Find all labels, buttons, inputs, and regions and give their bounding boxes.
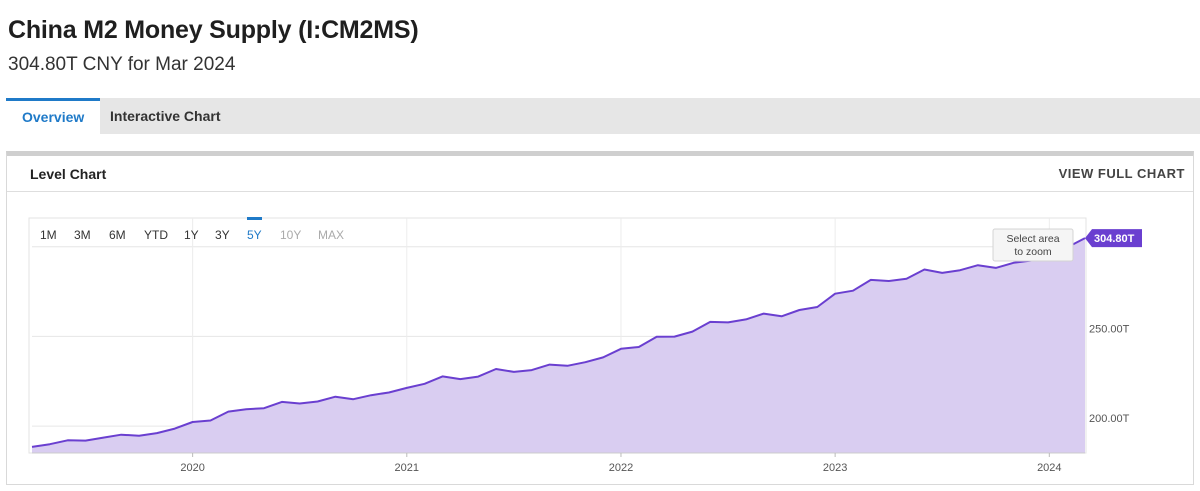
page-subtitle: 304.80T CNY for Mar 2024 xyxy=(8,54,236,75)
tab-bar: Overview Interactive Chart xyxy=(6,98,1200,134)
x-tick-label: 2022 xyxy=(609,462,633,474)
range-button-max: MAX xyxy=(318,228,344,242)
card-title: Level Chart xyxy=(30,166,107,182)
range-button-1m[interactable]: 1M xyxy=(40,228,57,242)
range-button-3m[interactable]: 3M xyxy=(74,228,91,242)
zoom-hint-line-1: Select area xyxy=(1006,233,1059,245)
range-button-ytd[interactable]: YTD xyxy=(144,228,168,242)
x-tick-label: 2023 xyxy=(823,462,847,474)
card-header: Level Chart VIEW FULL CHART xyxy=(7,156,1193,192)
last-value-badge xyxy=(1085,229,1142,248)
zoom-hint-box xyxy=(992,228,1074,262)
level-chart[interactable]: 2020 2021 2022 2023 2024 200.00T 250.00T 304.80… xyxy=(7,156,1193,484)
zoom-hint-line-2: to zoom xyxy=(1014,246,1052,258)
series-line xyxy=(31,237,1086,448)
range-button-3y[interactable]: 3Y xyxy=(215,228,230,242)
range-button-10y: 10Y xyxy=(280,228,301,242)
y-tick-label: 200.00T xyxy=(1089,413,1130,425)
tab-interactive-chart[interactable]: Interactive Chart xyxy=(110,108,221,124)
last-value-label: 304.80T xyxy=(1094,233,1135,245)
range-button-1y[interactable]: 1Y xyxy=(184,228,199,242)
range-button-5y[interactable]: 5Y xyxy=(247,228,262,242)
y-tick-label: 250.00T xyxy=(1089,323,1130,335)
x-tick-label: 2020 xyxy=(180,462,204,474)
series-area xyxy=(32,238,1085,453)
range-active-indicator xyxy=(247,217,262,220)
x-tick-label: 2021 xyxy=(395,462,419,474)
level-chart-card: Level Chart VIEW FULL CHART 2020 2021 2022… xyxy=(6,151,1194,485)
range-button-6m[interactable]: 6M xyxy=(109,228,126,242)
page-title: China M2 Money Supply (I:CM2MS) xyxy=(8,16,419,44)
tab-overview[interactable]: Overview xyxy=(6,98,101,134)
x-tick-label: 2024 xyxy=(1037,462,1061,474)
view-full-chart-link[interactable]: VIEW FULL CHART xyxy=(1058,166,1185,181)
